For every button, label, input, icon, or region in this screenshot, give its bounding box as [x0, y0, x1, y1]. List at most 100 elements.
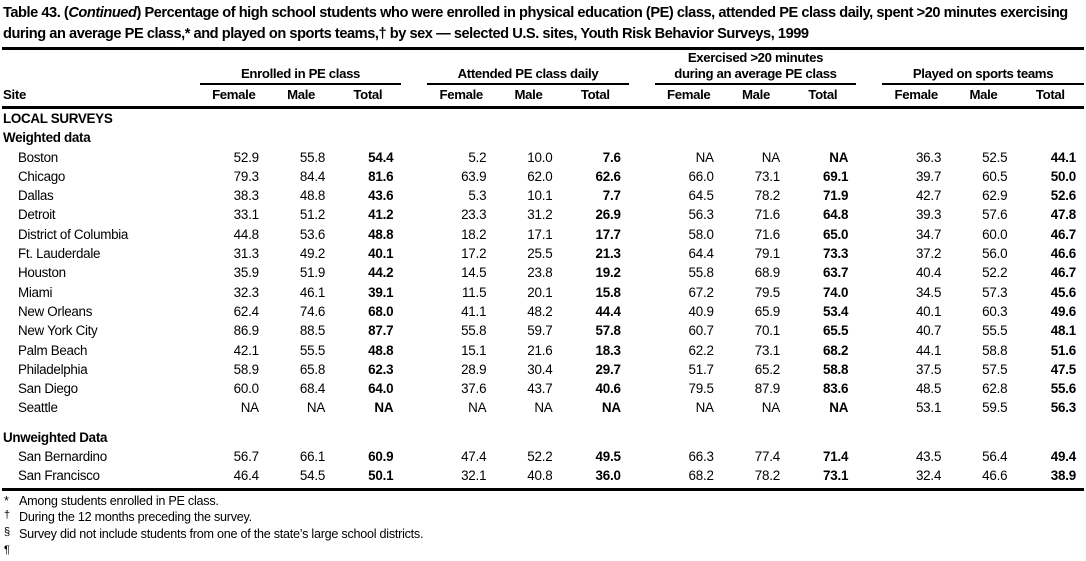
cell-enrolled-total: 68.0	[368, 303, 394, 319]
table-row: Boston 52.9 55.8 54.4 5.2 10.0 7.6 NA NA NA 36.3 52…	[2, 148, 1084, 167]
cell-sports-total: 52.6	[1050, 188, 1076, 204]
cell-exercised-male: 65.2	[754, 361, 780, 377]
table-row: Dallas 38.3 48.8 43.6 5.3 10.1 7.7 64.5 78.2 71.9…	[2, 186, 1084, 205]
cell-exercised-female: 64.5	[688, 188, 714, 204]
cell-exercised-female: 66.3	[688, 449, 714, 465]
column-gap	[401, 263, 427, 282]
group-label: Attended PE class daily	[457, 66, 599, 81]
row-site-label: Philadelphia	[18, 361, 88, 377]
column-gap	[629, 283, 655, 302]
column-gap	[856, 466, 882, 485]
cell-attended-total: 15.8	[595, 284, 621, 300]
column-gap	[629, 148, 655, 167]
group-rule	[427, 83, 629, 85]
cell-enrolled-male: 49.2	[299, 246, 326, 262]
footnote-marker: †	[4, 509, 10, 522]
cell-sports-male: 62.9	[982, 188, 1008, 204]
cell-attended-male: 59.7	[527, 323, 553, 339]
table-head: Enrolled in PE class Attended PE class d…	[2, 50, 1084, 104]
cell-enrolled-total: 41.2	[368, 207, 394, 223]
column-gap	[629, 205, 655, 224]
cell-sports-male: 57.5	[982, 361, 1008, 377]
cell-attended-male: 43.7	[527, 381, 553, 397]
row-site-label: New York City	[18, 323, 98, 339]
column-gap	[856, 263, 882, 282]
cell-attended-total: 7.6	[602, 149, 621, 165]
cell-enrolled-male: NA	[306, 400, 326, 416]
cell-enrolled-male: 65.8	[299, 361, 326, 377]
footnote-marker: *	[4, 493, 9, 508]
cell-sports-male: 46.6	[982, 468, 1008, 484]
cell-attended-female: 14.5	[461, 265, 487, 281]
cell-sports-female: 39.7	[915, 168, 942, 184]
cell-enrolled-total: 40.1	[368, 246, 394, 262]
cell-attended-female: 63.9	[461, 168, 487, 184]
spacer-cell	[2, 418, 1084, 428]
cell-exercised-male: 78.2	[754, 468, 780, 484]
column-gap	[401, 225, 427, 244]
footnote-text: Among students enrolled in PE class.	[19, 493, 219, 508]
cell-attended-female: 55.8	[461, 323, 487, 339]
column-header-exercised-male: Male	[742, 87, 770, 102]
row-site-label: Dallas	[18, 188, 54, 204]
group-header-gap	[629, 50, 655, 86]
section-label-unweighted-data: Unweighted Data	[3, 429, 108, 445]
column-header-enrolled-female: Female	[212, 87, 256, 102]
column-gap	[629, 225, 655, 244]
group-label-line2: during an average PE class	[674, 66, 837, 81]
cell-enrolled-male: 66.1	[299, 449, 326, 465]
cell-sports-male: 60.5	[982, 168, 1008, 184]
cell-enrolled-female: 52.9	[233, 149, 259, 165]
cell-enrolled-total: 48.8	[368, 226, 394, 242]
cell-exercised-total: 64.8	[822, 207, 849, 223]
footnote-marker: ¶	[4, 543, 10, 556]
cell-enrolled-female: 44.8	[233, 226, 259, 242]
cell-sports-female: 44.1	[915, 342, 942, 358]
column-gap	[856, 360, 882, 379]
cell-sports-male: 57.3	[982, 284, 1008, 300]
cell-sports-total: 47.8	[1050, 207, 1076, 223]
column-gap	[856, 398, 882, 417]
cell-exercised-male: 87.9	[754, 381, 780, 397]
column-gap	[401, 148, 427, 167]
row-site-label: Seattle	[18, 400, 58, 416]
cell-exercised-total: NA	[829, 400, 849, 416]
cell-attended-male: 31.2	[527, 207, 553, 223]
table-title: Table 43. (Continued) Percentage of high…	[2, 0, 1085, 45]
cell-attended-total: 44.4	[595, 303, 621, 319]
data-table-wrap: Enrolled in PE class Attended PE class d…	[2, 50, 1084, 104]
row-site-label: New Orleans	[18, 303, 93, 319]
spacer-row	[2, 418, 1084, 428]
column-gap	[629, 244, 655, 263]
cell-attended-male: 21.6	[527, 342, 553, 358]
column-gap	[856, 379, 882, 398]
cell-sports-total: 56.3	[1050, 400, 1076, 416]
section-label-local-surveys: LOCAL SURVEYS	[3, 111, 113, 126]
column-gap	[629, 302, 655, 321]
cell-sports-total: 55.6	[1050, 381, 1076, 397]
cell-attended-female: 5.3	[468, 188, 487, 204]
column-gap	[401, 341, 427, 360]
cell-sports-female: 42.7	[915, 188, 942, 204]
section-row: LOCAL SURVEYS	[2, 109, 1084, 128]
cell-attended-female: 11.5	[462, 284, 487, 300]
cell-attended-female: 18.2	[461, 226, 487, 242]
cell-exercised-male: 73.1	[754, 168, 780, 184]
cell-enrolled-total: 54.4	[368, 149, 394, 165]
cell-exercised-male: 73.1	[754, 342, 780, 358]
cell-enrolled-female: 35.9	[233, 265, 259, 281]
cell-exercised-male: 77.4	[754, 449, 780, 465]
sub-header-gap	[401, 86, 427, 104]
cell-sports-male: 59.5	[982, 400, 1008, 416]
cell-attended-male: 30.4	[527, 361, 553, 377]
cell-sports-male: 58.8	[982, 342, 1008, 358]
cell-attended-total: 40.6	[595, 381, 621, 397]
cell-attended-female: 28.9	[461, 361, 487, 377]
table-row: Miami 32.3 46.1 39.1 11.5 20.1 15.8 67.2 79.5 74.…	[2, 283, 1084, 302]
table-row: Palm Beach 42.1 55.5 48.8 15.1 21.6 18.3 62.2 73…	[2, 341, 1084, 360]
cell-enrolled-female: 58.9	[233, 361, 259, 377]
sub-header-gap	[629, 86, 655, 104]
column-gap	[401, 398, 427, 417]
column-gap	[856, 341, 882, 360]
footnote-text: Survey did not include students from one…	[19, 527, 424, 542]
